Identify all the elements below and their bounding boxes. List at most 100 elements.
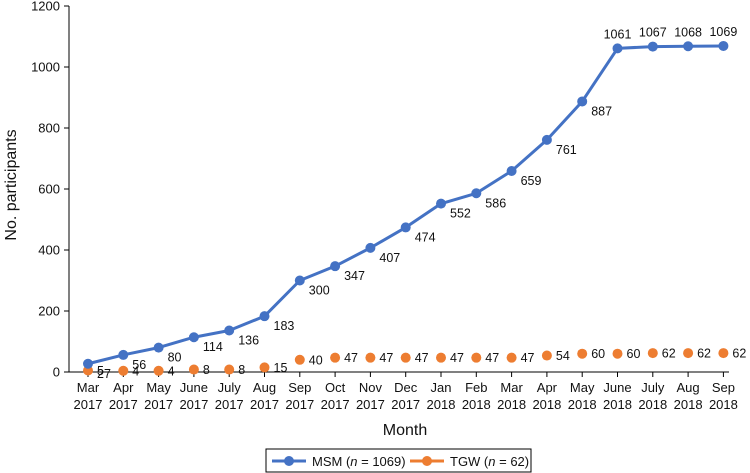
y-axis-title: No. participants — [3, 129, 20, 240]
x-axis-title: Month — [383, 422, 427, 439]
axes: 0 200 400 600 800 1000 1200 Mar 2017 Apr 2017 May 20… — [31, 0, 738, 412]
x-tick-label-month: Dec — [394, 380, 418, 395]
series-layer — [83, 40, 729, 376]
msm-point — [118, 349, 129, 360]
x-tick-label-year: 2017 — [215, 397, 244, 412]
x-tick-label-year: 2018 — [674, 397, 703, 412]
msm-data-label: 1067 — [639, 26, 667, 40]
tgw-data-label: 47 — [485, 351, 499, 365]
msm-data-label: 183 — [274, 319, 295, 333]
msm-data-label: 659 — [521, 174, 542, 188]
y-tick-label: 1200 — [31, 0, 60, 14]
legend-swatch-marker — [422, 456, 432, 466]
y-tick-label: 1000 — [31, 60, 60, 75]
legend-item-tgw: TGW (n = 62) — [410, 454, 529, 469]
tgw-data-label: 60 — [627, 347, 641, 361]
msm-data-label: 552 — [450, 207, 471, 221]
msm-point — [718, 40, 729, 51]
tgw-data-label: 47 — [415, 351, 429, 365]
x-tick-label-month: Aug — [253, 380, 276, 395]
tgw-point — [365, 352, 376, 363]
tgw-data-label: 47 — [344, 351, 358, 365]
msm-data-label: 887 — [591, 104, 612, 118]
x-tick-label-month: June — [180, 380, 208, 395]
msm-point — [188, 332, 199, 343]
tgw-data-label: 5 — [97, 364, 104, 378]
x-tick-label-month: Sep — [288, 380, 311, 395]
tgw-data-label: 47 — [450, 351, 464, 365]
tgw-point — [683, 348, 694, 359]
tgw-point — [294, 354, 305, 365]
x-tick-label-month: July — [641, 380, 665, 395]
msm-point — [330, 261, 341, 272]
tgw-point — [718, 348, 729, 359]
x-tick-label-month: Apr — [113, 380, 134, 395]
x-tick-label-year: 2018 — [638, 397, 667, 412]
tgw-point — [612, 348, 623, 359]
msm-data-label: 1061 — [604, 27, 632, 41]
x-tick-label-year: 2017 — [391, 397, 420, 412]
msm-data-label: 27 — [97, 367, 111, 381]
tgw-point — [541, 350, 552, 361]
x-tick-label-month: Apr — [537, 380, 558, 395]
x-tick-label-month: Oct — [325, 380, 346, 395]
tgw-data-label: 40 — [309, 353, 323, 367]
tgw-data-label: 8 — [203, 363, 210, 377]
tgw-point — [330, 352, 341, 363]
x-tick-label-month: Nov — [359, 380, 383, 395]
msm-point — [400, 222, 411, 233]
msm-point — [541, 134, 552, 145]
x-tick-label-year: 2018 — [709, 397, 738, 412]
tgw-point — [259, 362, 270, 373]
tgw-point — [188, 364, 199, 375]
x-tick-label-month: May — [146, 380, 171, 395]
tgw-data-label: 62 — [662, 347, 676, 361]
msm-data-label: 300 — [309, 284, 330, 298]
tgw-data-label: 47 — [521, 351, 535, 365]
tgw-data-label: 4 — [132, 364, 139, 378]
tgw-point — [400, 352, 411, 363]
msm-line — [87, 44, 724, 366]
x-tick-label-year: 2017 — [109, 397, 138, 412]
msm-point — [471, 188, 482, 199]
msm-point — [224, 325, 235, 336]
tgw-data-label: 60 — [591, 347, 605, 361]
msm-data-label: 347 — [344, 269, 365, 283]
msm-data-label: 474 — [415, 230, 436, 244]
x-tick-label-month: May — [570, 380, 595, 395]
x-tick-label-month: June — [603, 380, 631, 395]
legend: MSM (n = 1069) TGW (n = 62) — [265, 448, 532, 473]
msm-point — [506, 166, 517, 177]
x-tick-label-year: 2018 — [497, 397, 526, 412]
tgw-point — [118, 365, 129, 376]
tgw-data-label: 15 — [274, 361, 288, 375]
msm-point — [294, 275, 305, 286]
y-tick-label: 400 — [38, 243, 60, 258]
msm-point — [647, 41, 658, 52]
x-tick-label-year: 2018 — [462, 397, 491, 412]
tgw-data-label: 62 — [697, 347, 711, 361]
legend-label: MSM (n = 1069) — [312, 454, 406, 469]
msm-point — [259, 311, 270, 322]
tgw-point — [224, 364, 235, 375]
msm-data-label: 136 — [238, 334, 259, 348]
x-tick-label-year: 2018 — [603, 397, 632, 412]
legend-swatch-marker — [284, 456, 294, 466]
x-tick-label-month: Mar — [77, 380, 100, 395]
x-tick-label-year: 2017 — [250, 397, 279, 412]
x-tick-label-year: 2018 — [532, 397, 561, 412]
msm-data-label: 1068 — [674, 25, 702, 39]
x-tick-label-month: July — [218, 380, 242, 395]
x-tick-label-month: Jan — [431, 380, 452, 395]
y-tick-label: 0 — [53, 365, 60, 380]
y-tick-label: 200 — [38, 304, 60, 319]
tgw-point — [647, 348, 658, 359]
msm-data-label: 761 — [556, 143, 577, 157]
msm-data-label: 80 — [168, 351, 182, 365]
msm-point — [612, 43, 623, 54]
x-tick-label-year: 2017 — [74, 397, 103, 412]
x-tick-label-year: 2017 — [356, 397, 385, 412]
legend-box — [265, 448, 532, 473]
